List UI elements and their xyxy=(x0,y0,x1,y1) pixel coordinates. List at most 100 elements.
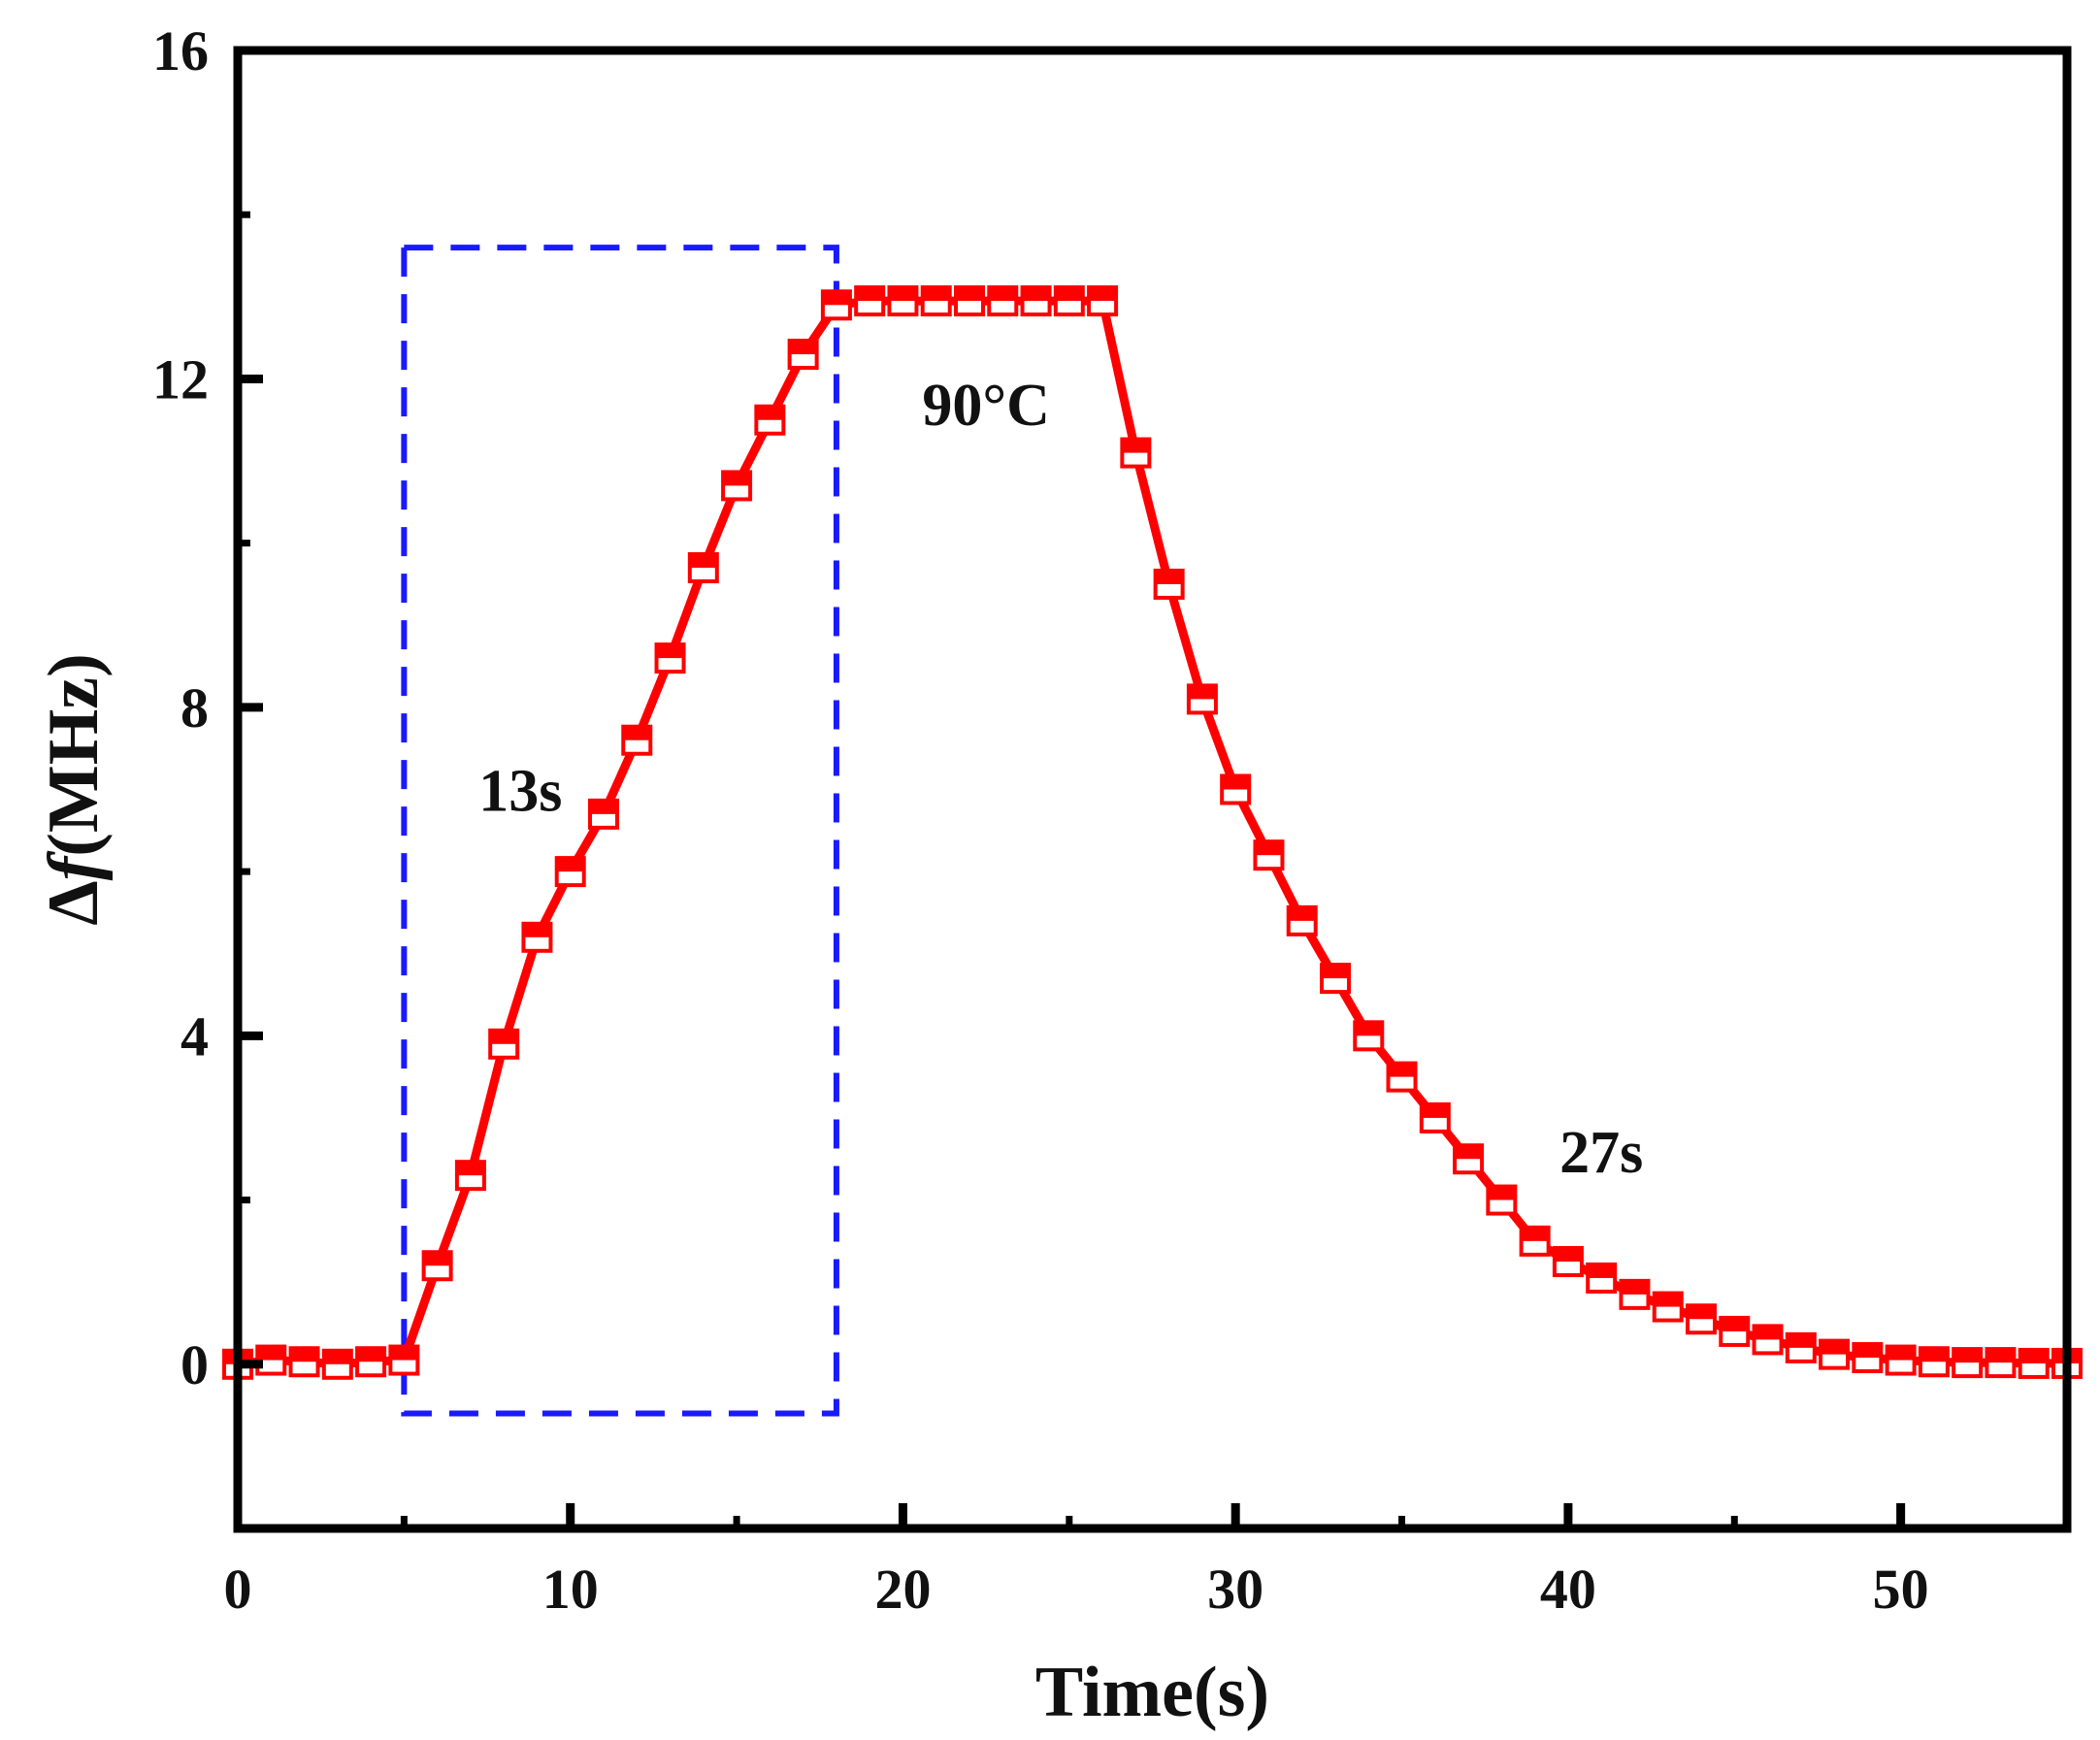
data-point xyxy=(787,339,819,371)
y-tick-label: 12 xyxy=(152,347,209,410)
data-point-fill xyxy=(357,1348,385,1362)
data-point xyxy=(2018,1347,2050,1379)
data-point xyxy=(1985,1347,2017,1379)
x-tick-label: 40 xyxy=(1540,1558,1596,1621)
data-point-fill xyxy=(1288,906,1316,921)
data-point xyxy=(887,285,919,317)
data-point xyxy=(1952,1347,1984,1379)
data-point-fill xyxy=(1721,1317,1749,1331)
y-tick-label: 4 xyxy=(180,1004,209,1067)
data-point xyxy=(288,1346,320,1378)
data-point-fill xyxy=(1986,1349,2015,1363)
data-point-fill xyxy=(1887,1346,1915,1361)
data-point-fill xyxy=(556,858,584,872)
data-point-fill xyxy=(423,1252,451,1266)
data-point xyxy=(1386,1061,1418,1093)
data-point xyxy=(454,1160,486,1192)
data-point xyxy=(1885,1344,1917,1376)
x-tick-label: 10 xyxy=(542,1558,599,1621)
data-point xyxy=(1419,1101,1451,1133)
data-point-fill xyxy=(1554,1248,1582,1263)
data-point xyxy=(1253,839,1285,871)
data-point xyxy=(687,552,719,584)
data-point-fill xyxy=(1421,1103,1449,1118)
data-point xyxy=(1918,1346,1950,1378)
data-point-fill xyxy=(922,287,950,302)
highlight-box xyxy=(401,245,839,1417)
data-point xyxy=(1552,1246,1584,1278)
data-point xyxy=(1220,773,1252,805)
data-point xyxy=(1320,963,1351,995)
data-point xyxy=(721,470,753,502)
data-point-fill xyxy=(257,1346,285,1361)
data-point-fill xyxy=(523,923,551,937)
data-point xyxy=(321,1348,353,1380)
data-point xyxy=(1819,1338,1851,1370)
data-point-fill xyxy=(1488,1186,1516,1200)
data-point-fill xyxy=(1255,841,1283,856)
data-point xyxy=(255,1344,287,1376)
data-point-fill xyxy=(889,287,917,302)
data-point-fill xyxy=(1388,1063,1416,1077)
data-point xyxy=(355,1346,387,1378)
data-point xyxy=(754,404,786,436)
data-point-fill xyxy=(2019,1349,2048,1363)
data-point-fill xyxy=(1688,1305,1715,1320)
data-point-fill xyxy=(689,554,717,569)
data-point-fill xyxy=(490,1030,518,1044)
data-point xyxy=(1153,568,1185,600)
data-point xyxy=(1286,904,1318,936)
data-point-fill xyxy=(1953,1349,1982,1363)
data-point-fill xyxy=(1854,1344,1882,1359)
data-point xyxy=(654,642,686,674)
data-point xyxy=(920,285,952,317)
y-axis-title: Δf(MHz) xyxy=(34,653,114,926)
data-point-fill xyxy=(390,1346,418,1361)
data-point-fill xyxy=(1022,287,1050,302)
data-point-fill xyxy=(1055,287,1083,302)
data-point xyxy=(1120,437,1152,469)
data-point-fill xyxy=(1089,287,1117,302)
plot-frame xyxy=(233,46,2072,1533)
data-point-fill xyxy=(590,800,617,814)
data-point xyxy=(1519,1225,1551,1257)
data-point-fill xyxy=(956,287,983,302)
data-point xyxy=(488,1028,520,1060)
annotation-label: 13s xyxy=(478,759,562,825)
data-point-fill xyxy=(822,291,850,306)
data-point xyxy=(1586,1262,1618,1294)
data-point xyxy=(854,285,886,317)
x-tick-label: 50 xyxy=(1873,1558,1929,1621)
x-tick-label: 30 xyxy=(1207,1558,1263,1621)
data-point xyxy=(954,285,985,317)
data-point-fill xyxy=(1920,1348,1948,1362)
data-point-fill xyxy=(290,1348,318,1362)
data-point-fill xyxy=(756,406,784,420)
data-point-fill xyxy=(1122,439,1150,453)
data-point xyxy=(554,856,586,888)
data-point-fill xyxy=(1355,1022,1383,1036)
data-point-fill xyxy=(323,1350,351,1364)
data-point xyxy=(820,289,852,321)
data-point-fill xyxy=(1754,1326,1782,1340)
data-point-fill xyxy=(989,287,1017,302)
data-point-fill xyxy=(456,1162,484,1176)
y-tick-label: 16 xyxy=(152,19,209,82)
y-axis-title-unit: (MHz) xyxy=(34,653,114,857)
data-point-fill xyxy=(623,726,651,740)
data-point-fill xyxy=(1621,1280,1649,1295)
x-tick-label: 20 xyxy=(874,1558,931,1621)
data-point xyxy=(621,724,653,756)
annotation-label: 27s xyxy=(1559,1120,1643,1186)
annotation-label: 90°C xyxy=(922,373,1050,439)
x-axis-title: Time(s) xyxy=(1035,1653,1269,1732)
data-point xyxy=(1752,1324,1784,1356)
data-point-fill xyxy=(656,644,684,659)
data-point xyxy=(1785,1331,1817,1363)
data-point xyxy=(521,921,553,953)
data-point-fill xyxy=(1821,1340,1849,1355)
data-point-fill xyxy=(1787,1333,1815,1348)
data-point xyxy=(1087,285,1119,317)
data-point xyxy=(1453,1143,1485,1175)
